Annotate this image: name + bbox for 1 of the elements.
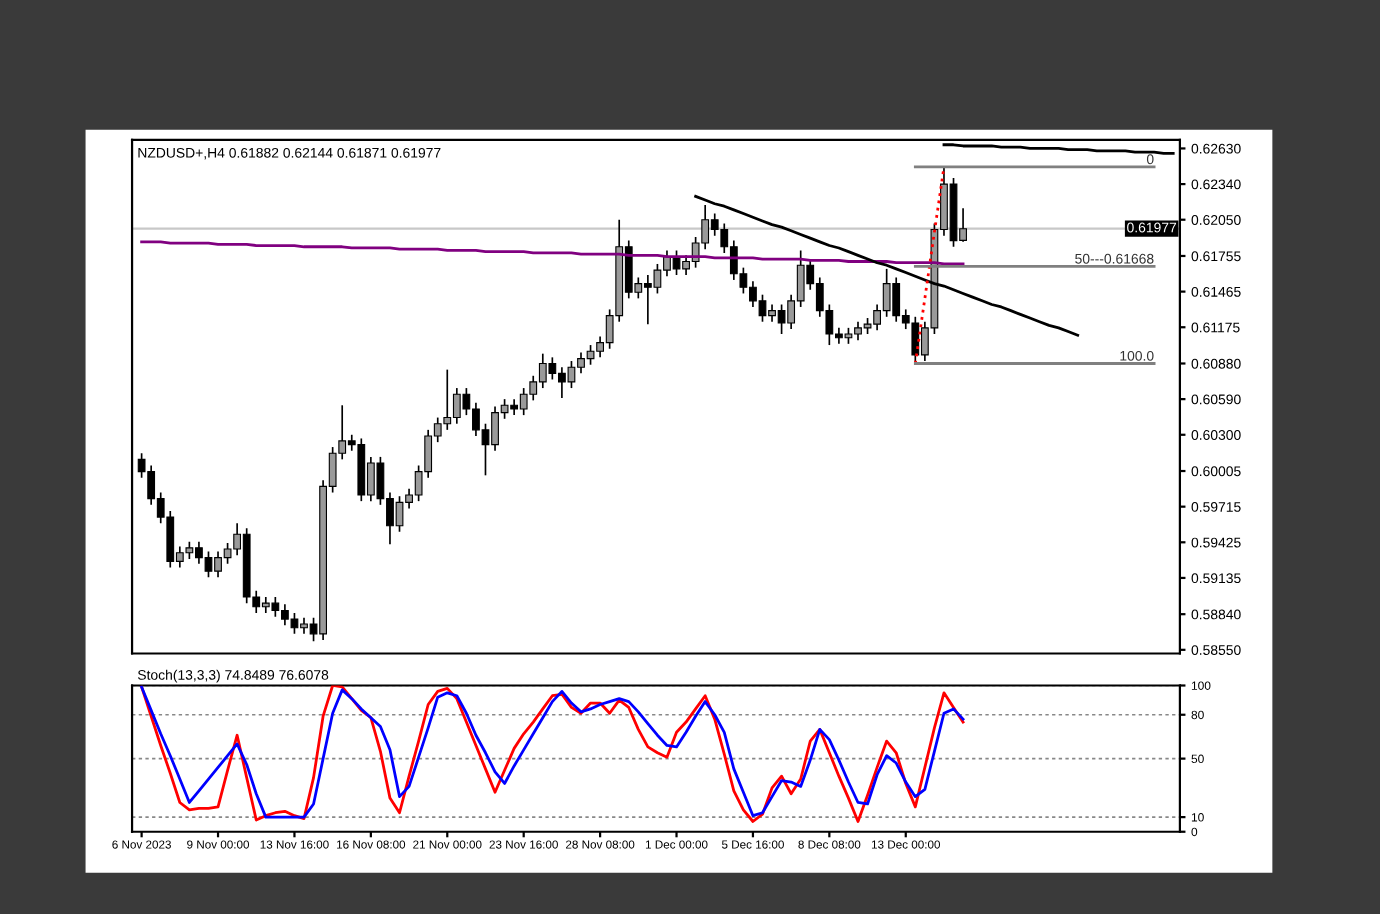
line-series <box>913 165 946 365</box>
